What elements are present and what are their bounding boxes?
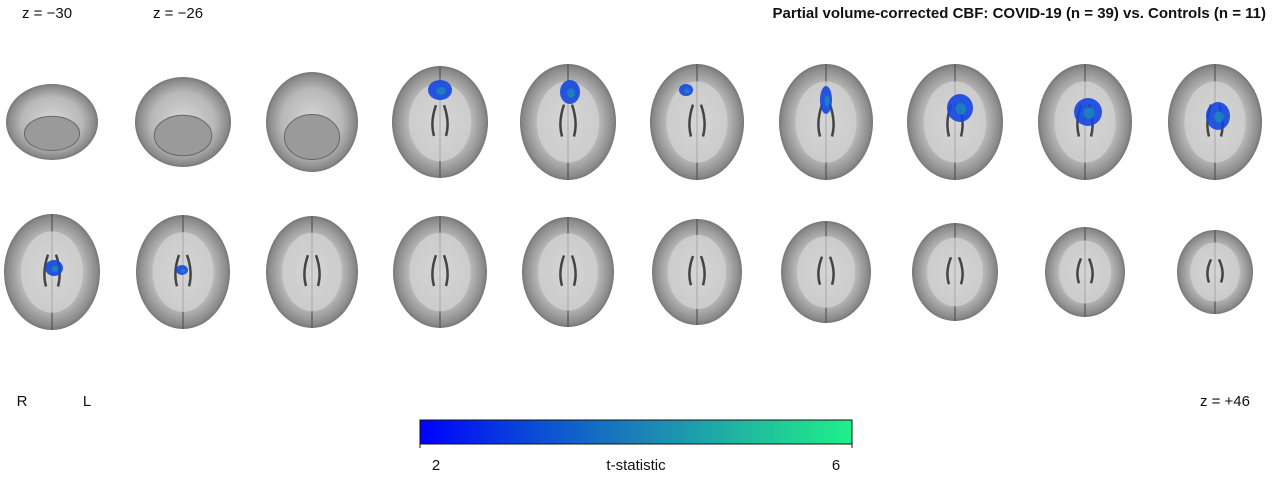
ventricles [946, 256, 964, 285]
activation-core [955, 103, 967, 115]
brain-slice [393, 216, 487, 328]
ventricles [431, 254, 449, 287]
white-matter [667, 234, 727, 310]
white-matter [923, 81, 987, 163]
ventricles [559, 255, 577, 287]
orientation-left: L [83, 393, 91, 410]
slice-label: z = −26 [153, 5, 203, 22]
colorbar-tick-label: 6 [832, 457, 840, 474]
ventricles [688, 255, 706, 286]
white-matter [1190, 242, 1240, 302]
brain-slice [781, 221, 871, 323]
brain-slice [266, 216, 358, 328]
ventricles [303, 254, 321, 287]
slice-label: z = +46 [1200, 393, 1250, 410]
activation-core [436, 87, 446, 95]
brain-slice [1168, 64, 1262, 180]
white-matter [409, 232, 471, 312]
white-matter [536, 81, 600, 163]
ventricles [559, 104, 577, 137]
ventricles [817, 256, 835, 286]
brain-slices [4, 64, 1262, 330]
white-matter [538, 233, 598, 311]
orientation-right: R [17, 393, 28, 410]
activation-core [180, 269, 186, 273]
brain-slice [135, 77, 231, 167]
brain-slice [1038, 64, 1132, 180]
colorbar [419, 419, 853, 445]
brain-slice [650, 64, 744, 180]
brain-slice [912, 223, 998, 321]
ventricles [688, 104, 706, 137]
white-matter [927, 237, 983, 307]
activation-core [824, 95, 830, 107]
figure-title: Partial volume-corrected CBF: COVID-19 (… [773, 5, 1266, 22]
slice-label: z = −30 [22, 5, 72, 22]
colorbar-tick-label: 2 [432, 457, 440, 474]
brain-slice [136, 215, 230, 329]
cerebellum [153, 114, 213, 157]
white-matter [282, 232, 342, 312]
ventricles [431, 104, 449, 137]
brain-slice [266, 72, 358, 172]
ventricles [1206, 258, 1224, 283]
brain-slice [392, 66, 488, 178]
activation-core [51, 265, 59, 273]
brain-slice [652, 219, 742, 325]
colorbar-label: t-statistic [606, 457, 666, 474]
brain-slice [907, 64, 1003, 180]
activation-core [684, 88, 690, 94]
cerebellum [283, 114, 341, 160]
brain-slice [1177, 230, 1253, 314]
white-matter [666, 81, 728, 163]
brain-slice [522, 217, 614, 327]
ventricles [1076, 257, 1094, 284]
white-matter [408, 82, 472, 162]
ventricles [174, 254, 192, 287]
cerebellum [23, 115, 81, 151]
white-matter [795, 81, 857, 163]
brain-slice [4, 214, 100, 330]
activation-core [1214, 111, 1224, 123]
white-matter [1059, 240, 1111, 304]
brain-slice [520, 64, 616, 180]
white-matter [796, 236, 856, 308]
activation-core [1083, 107, 1095, 119]
brain-slice [1045, 227, 1125, 317]
brain-slice [779, 64, 873, 180]
brain-slice [6, 84, 98, 160]
activation-core [567, 88, 575, 98]
